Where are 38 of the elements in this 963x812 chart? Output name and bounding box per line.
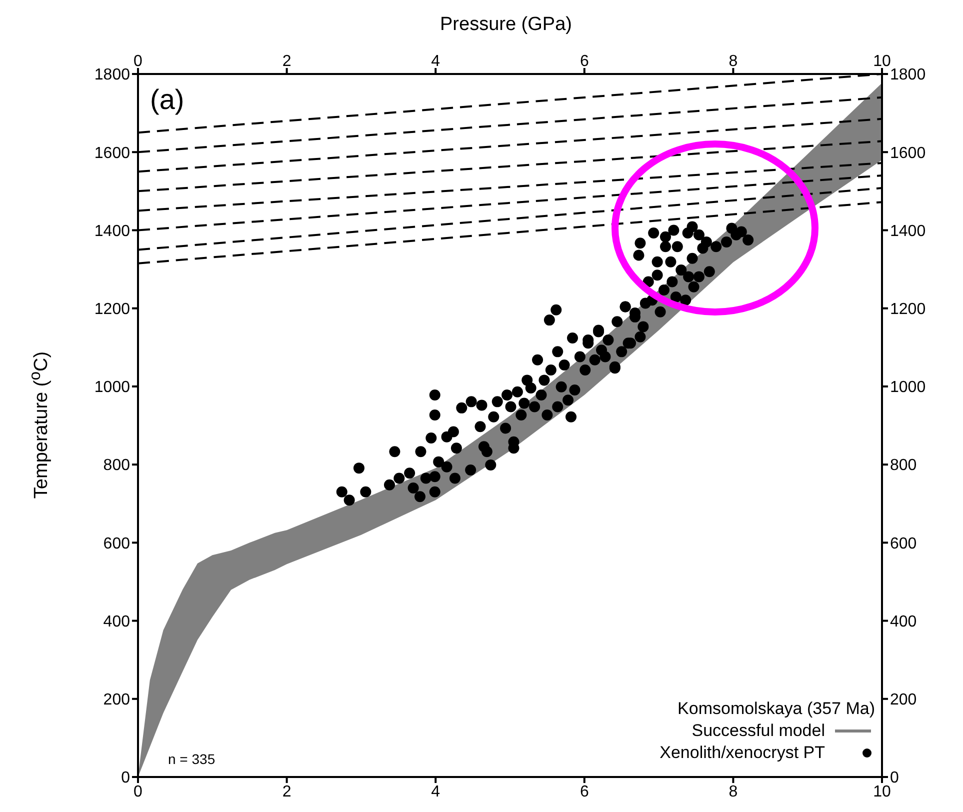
y-tick-label: 1600 <box>94 144 130 162</box>
x-tick-label: 2 <box>282 53 292 70</box>
y-tick-label: 1200 <box>94 301 130 318</box>
annotation: n = 335 <box>168 751 216 767</box>
y2-tick-label: 800 <box>890 457 917 474</box>
y-tick-label: 1000 <box>94 379 130 396</box>
annotation: (a) <box>150 84 184 115</box>
y2-tick-label: 200 <box>890 692 917 709</box>
x2-tick-label: 8 <box>728 783 738 800</box>
legend-label: Successful model <box>692 720 825 742</box>
y2-tick-label: 1600 <box>890 144 926 162</box>
y2-tick-label: 1800 <box>890 66 926 84</box>
y-tick-label: 200 <box>103 692 130 709</box>
y2-tick-label: 1000 <box>890 379 926 396</box>
x2-tick-label: 0 <box>134 783 143 800</box>
y-tick-label: 600 <box>103 535 130 552</box>
y-tick-label: 1400 <box>94 222 130 240</box>
y-tick-label: 1800 <box>94 66 130 84</box>
y2-tick-label: 1200 <box>890 301 926 318</box>
y-tick-label: 400 <box>103 613 130 630</box>
x2-axis-title: Pressure (GPa) <box>439 14 573 36</box>
x2-tick-label: 6 <box>580 783 589 800</box>
x-tick-label: 4 <box>431 53 440 70</box>
y2-tick-label: 600 <box>890 535 917 552</box>
x2-tick-label: 2 <box>282 783 292 800</box>
x-tick-label: 8 <box>728 53 738 70</box>
x2-tick-label: 4 <box>431 783 440 800</box>
y-tick-label: 0 <box>121 770 130 787</box>
y2-tick-label: 0 <box>890 770 899 787</box>
x2-tick-label: 10 <box>873 783 891 800</box>
legend-label: Xenolith/xenocryst PT <box>660 742 825 764</box>
x-tick-label: 6 <box>580 53 589 70</box>
y-tick-label: 800 <box>103 457 130 474</box>
x-tick-label: 10 <box>873 53 891 70</box>
legend-title: Komsomolskaya (357 Ma) <box>676 698 875 720</box>
x-tick-label: 0 <box>134 53 143 70</box>
y2-tick-label: 400 <box>890 613 917 630</box>
y2-tick-label: 1400 <box>890 222 926 240</box>
